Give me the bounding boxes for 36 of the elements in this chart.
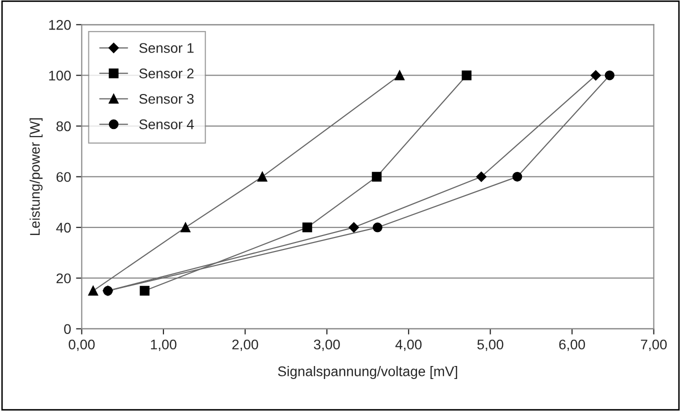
x-tick-label: 2,00	[232, 340, 258, 352]
legend-label: Sensor 4	[139, 119, 194, 130]
point	[372, 222, 382, 232]
y-tick-label: 80	[56, 121, 71, 132]
y-tick-label: 120	[49, 20, 71, 30]
x-axis-title: Signalspannung/voltage [mV]	[278, 366, 458, 379]
y-tick-label: 60	[56, 172, 71, 182]
x-tick-label: 3,00	[314, 340, 340, 352]
y-tick-label: 40	[56, 222, 71, 233]
y-tick-label: 20	[56, 273, 71, 284]
point	[302, 222, 312, 232]
point	[512, 172, 522, 182]
point	[88, 286, 98, 296]
y-tick-label: 100	[49, 70, 71, 81]
x-tick-label: 4,00	[395, 340, 422, 352]
point	[180, 222, 190, 232]
point	[372, 172, 382, 182]
point	[462, 70, 472, 80]
x-tick-label: 6,00	[559, 340, 586, 352]
y-axis-title: Leistung/power [W]	[30, 118, 43, 236]
legend-label: Sensor 3	[139, 94, 194, 104]
point	[604, 70, 614, 80]
x-tick-label: 0,00	[68, 340, 95, 352]
point	[257, 172, 268, 182]
point	[103, 286, 113, 296]
legend-label: Sensor 1	[139, 43, 194, 53]
y-tick-label: 0	[64, 324, 71, 334]
x-tick-label: 1,00	[150, 340, 176, 352]
point	[476, 172, 486, 182]
x-tick-label: 7,00	[640, 340, 667, 352]
legend-label: Sensor 2	[139, 68, 194, 78]
point	[348, 222, 359, 233]
point	[590, 70, 601, 80]
point	[394, 70, 404, 80]
point	[140, 286, 150, 296]
x-tick-label: 5,00	[477, 340, 504, 352]
